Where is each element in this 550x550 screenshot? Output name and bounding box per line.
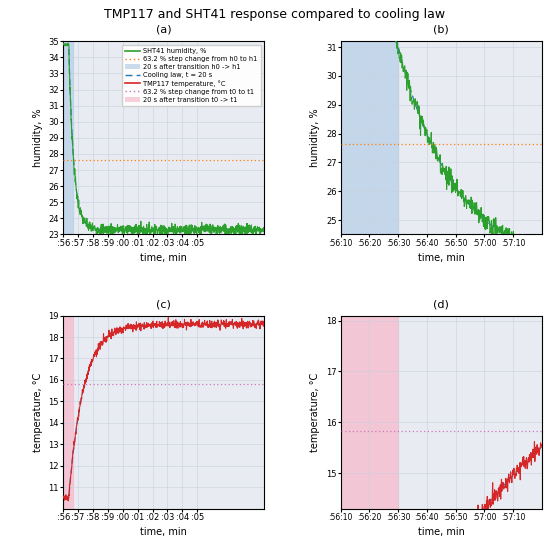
X-axis label: time, min: time, min bbox=[418, 253, 465, 263]
X-axis label: time, min: time, min bbox=[140, 527, 187, 537]
Y-axis label: temperature, °C: temperature, °C bbox=[310, 372, 320, 452]
Title: (b): (b) bbox=[433, 25, 449, 35]
Bar bbox=[340, 41, 398, 234]
Title: (d): (d) bbox=[433, 299, 449, 309]
Legend: SHT41 humidity, %, 63.2 % step change from h0 to h1, 20 s after transition h0 ->: SHT41 humidity, %, 63.2 % step change fr… bbox=[122, 45, 261, 106]
Text: TMP117 and SHT41 response compared to cooling law: TMP117 and SHT41 response compared to co… bbox=[104, 8, 446, 21]
X-axis label: time, min: time, min bbox=[418, 527, 465, 537]
Y-axis label: humidity, %: humidity, % bbox=[33, 108, 43, 167]
Title: (a): (a) bbox=[156, 25, 172, 35]
X-axis label: time, min: time, min bbox=[140, 253, 187, 263]
Y-axis label: humidity, %: humidity, % bbox=[310, 108, 320, 167]
Title: (c): (c) bbox=[156, 299, 171, 309]
Bar bbox=[340, 316, 398, 509]
Bar bbox=[63, 41, 73, 234]
Y-axis label: temperature, °C: temperature, °C bbox=[33, 372, 43, 452]
Bar bbox=[63, 316, 73, 509]
